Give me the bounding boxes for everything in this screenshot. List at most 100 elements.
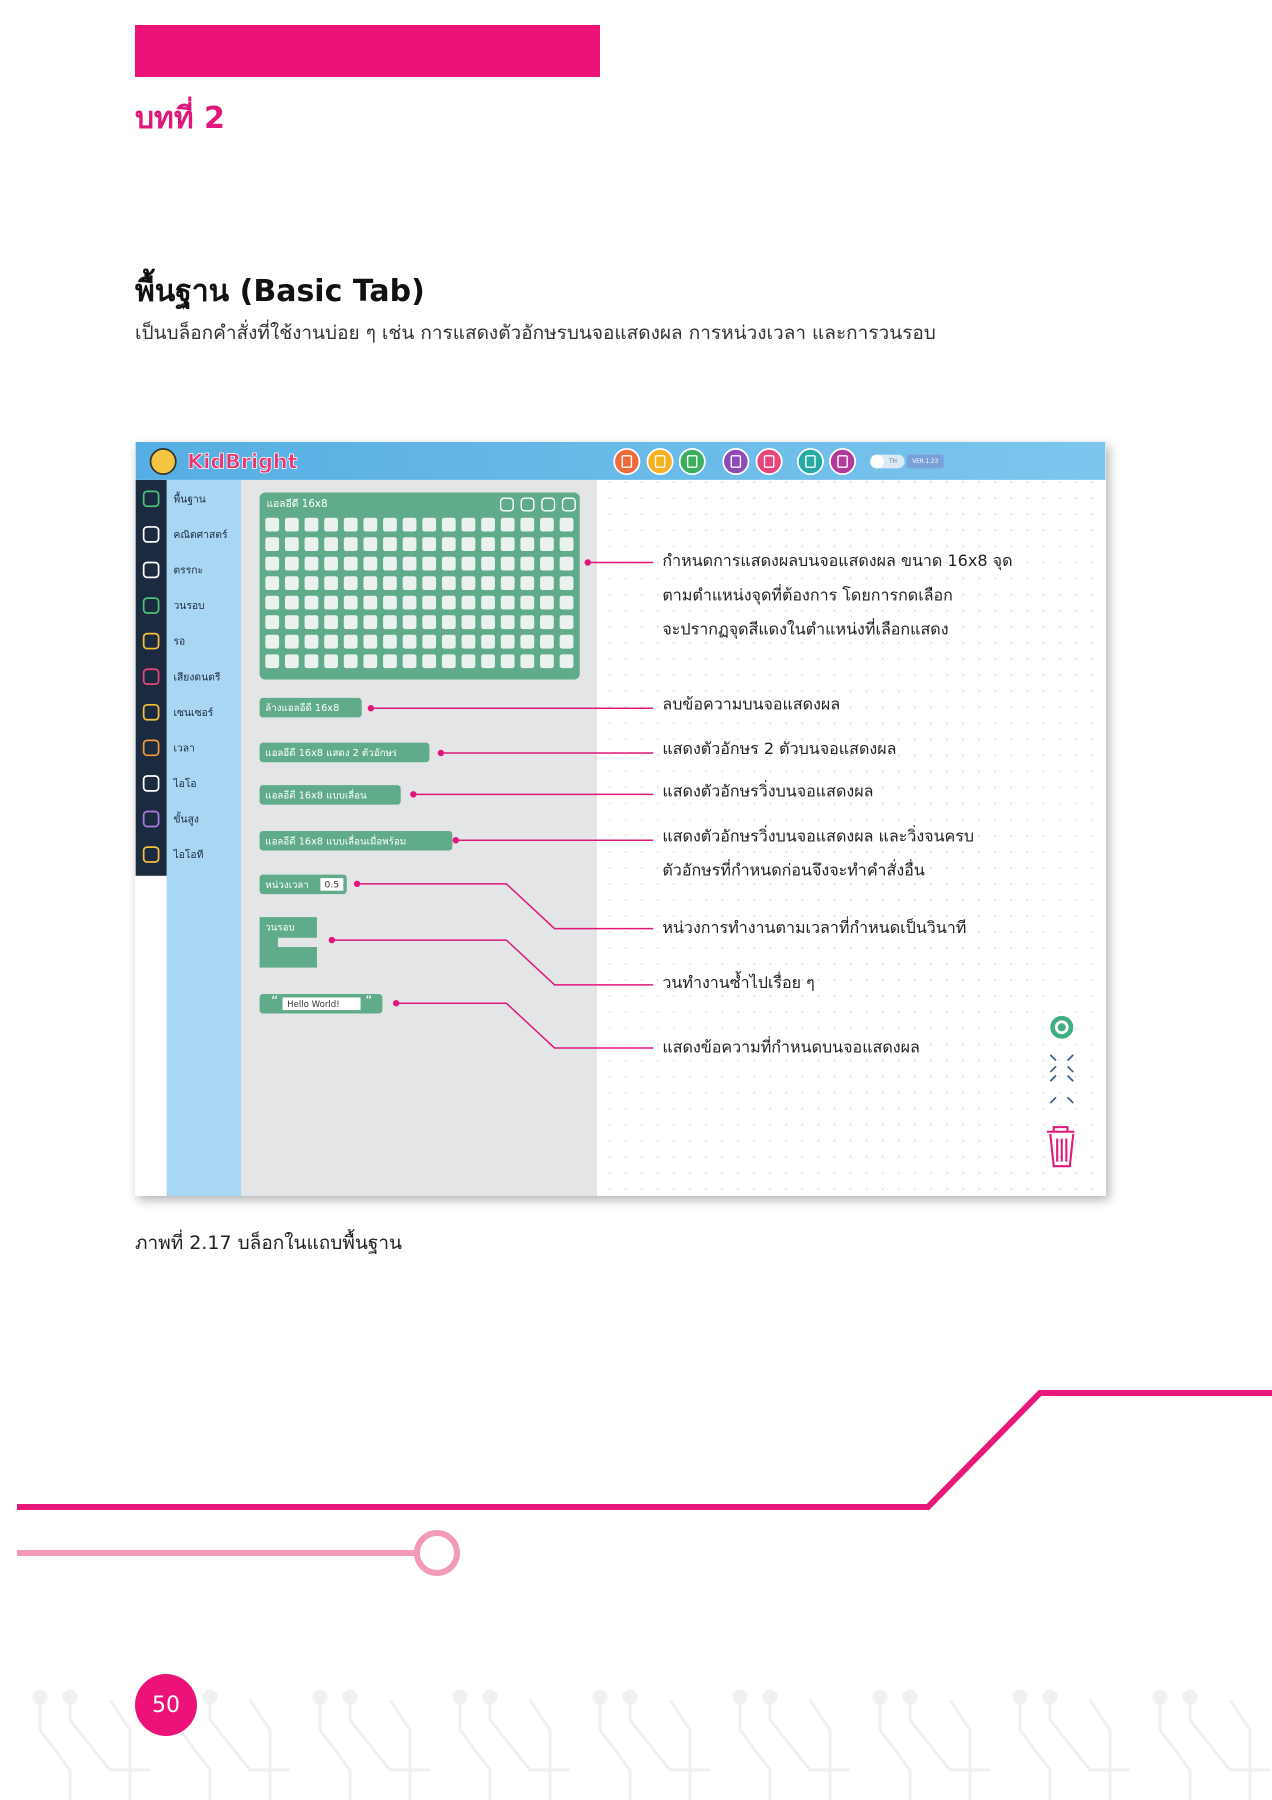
led-dot — [402, 634, 417, 649]
logo: KidBright — [187, 450, 297, 474]
circuit-node — [1042, 1689, 1058, 1705]
led-dot — [284, 517, 299, 532]
sidebar-icon — [142, 561, 160, 579]
workspace-grid — [596, 479, 1106, 1196]
block-label: แอลอีดี 16x8 แบบเลื่อน — [265, 788, 367, 801]
led-dot — [363, 517, 378, 532]
led-dot — [324, 556, 338, 571]
sidebar-icon — [142, 632, 160, 650]
led-dot — [520, 615, 535, 630]
led-dot — [481, 654, 495, 669]
led-dot — [500, 634, 515, 649]
toolbar-glyph — [654, 455, 666, 468]
led-dot — [559, 615, 574, 630]
leader-line — [396, 1002, 654, 1049]
sidebar-item: ขั้นสูง — [173, 812, 198, 826]
led-dot — [363, 576, 378, 591]
block-label: หน่วงเวลา — [265, 880, 309, 891]
led-dot — [441, 537, 456, 552]
led-dot — [402, 615, 417, 630]
circuit-node — [732, 1689, 748, 1705]
led-dot — [422, 556, 437, 571]
led-dot — [402, 654, 417, 669]
led-dot — [383, 634, 397, 649]
led-dot — [500, 556, 515, 571]
toolbar-glyph — [763, 455, 775, 468]
led-dot — [520, 654, 535, 669]
sidebar-item: พื้นฐาน — [173, 491, 205, 505]
led-control — [520, 497, 535, 512]
led-dot — [520, 576, 535, 591]
led-dot — [461, 576, 476, 591]
leader-dot — [367, 705, 375, 712]
led-dot — [422, 517, 437, 532]
led-dot — [304, 537, 319, 552]
toolbar — [613, 448, 857, 475]
sidebar-icon — [142, 490, 160, 508]
circuit-trace — [598, 1699, 710, 1800]
led-dot — [461, 556, 476, 571]
sidebar-icon — [142, 846, 160, 863]
led-dot — [520, 595, 535, 610]
sidebar-icon — [142, 810, 160, 828]
text-value: Hello World! — [287, 1000, 340, 1010]
toolbar-glyph — [621, 455, 633, 468]
circuit-trace — [458, 1699, 570, 1800]
led-dot — [422, 595, 437, 610]
toolbar-glyph — [686, 455, 698, 468]
led-dot — [284, 537, 299, 552]
led-dot — [402, 517, 417, 532]
sidebar-item: ตรรกะ — [173, 565, 203, 577]
led-dot — [500, 537, 515, 552]
version: VER.1.23 — [912, 459, 938, 465]
led-dot — [540, 654, 554, 669]
led-dot — [383, 576, 397, 591]
led-dot — [343, 517, 358, 532]
led-dot — [422, 576, 437, 591]
block-label: วนรอบ — [265, 922, 294, 933]
sidebar — [166, 479, 242, 1196]
block-label: แอลอีดี 16x8 แสดง 2 ตัวอักษร — [265, 747, 397, 759]
sidebar-item: เวลา — [173, 742, 194, 754]
led-dot — [363, 595, 378, 610]
circuit-trace — [38, 1699, 150, 1800]
led-dot — [324, 615, 338, 630]
led-dot — [441, 595, 456, 610]
toolbar-button — [678, 448, 706, 475]
led-dot — [540, 595, 554, 610]
annotations: กำหนดการแสดงผลบนจอแสดงผล ขนาด 16x8 จุดตา… — [328, 551, 1013, 1056]
led-dot — [441, 556, 456, 571]
circuit-trace — [738, 1699, 850, 1800]
circuit-node — [622, 1689, 638, 1705]
led-dot — [383, 537, 397, 552]
led-dot — [363, 634, 378, 649]
annotation-text: ตามตำแหน่งจุดที่ต้องการ โดยการกดเลือก — [662, 583, 953, 605]
annotation-text: แสดงตัวอักษรวิ่งบนจอแสดงผล — [662, 780, 873, 801]
leader-dot — [353, 880, 361, 888]
led-dot — [343, 595, 358, 610]
led-dot — [284, 556, 299, 571]
section-description: เป็นบล็อกคำสั่งที่ใช้งานบ่อย ๆ เช่น การแ… — [135, 322, 936, 344]
led-dot — [559, 595, 574, 610]
circuit-node — [452, 1689, 468, 1705]
led-dot — [441, 634, 456, 649]
led-dot — [343, 576, 358, 591]
sidebar-item: คณิตศาสตร์ — [173, 529, 227, 541]
led-dot — [284, 634, 299, 649]
led-dot — [441, 654, 456, 669]
led-dot — [265, 556, 280, 571]
language: TH — [888, 459, 897, 465]
circuit-node — [312, 1689, 328, 1705]
figure-caption: ภาพที่ 2.17 บล็อกในแถบพื้นฐาน — [135, 1232, 402, 1254]
annotation-text: กำหนดการแสดงผลบนจอแสดงผล ขนาด 16x8 จุด — [662, 551, 1012, 571]
led-dot — [481, 595, 495, 610]
quote-open: “ — [271, 994, 278, 1010]
leader-dot — [452, 837, 460, 844]
block-label: ล้างแอลอีดี 16x8 — [265, 702, 339, 714]
led-dot — [383, 556, 397, 571]
led-dot — [500, 517, 515, 532]
led-dot — [559, 537, 574, 552]
section-title: พื้นฐาน (Basic Tab) — [135, 274, 425, 309]
led-dot — [559, 634, 574, 649]
circuit-node — [872, 1689, 888, 1705]
